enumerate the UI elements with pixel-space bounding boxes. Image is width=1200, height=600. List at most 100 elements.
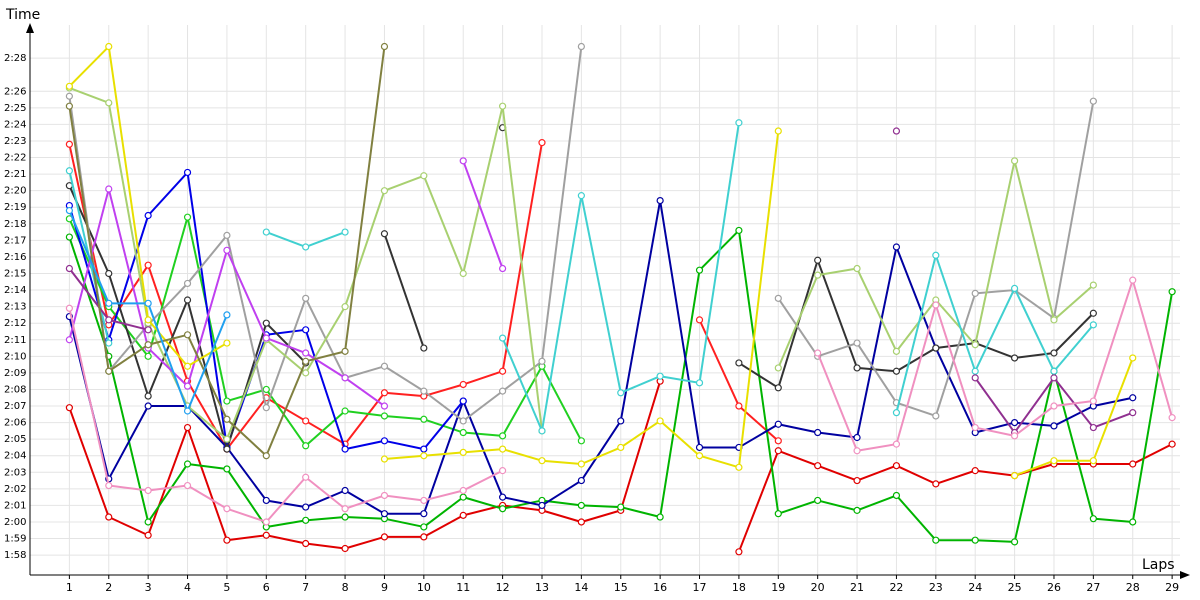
- point: [105, 269, 113, 278]
- y-tick-label: 2:24: [4, 119, 26, 130]
- point: [814, 271, 822, 279]
- point: [538, 501, 546, 510]
- point: [341, 505, 349, 513]
- point: [65, 167, 73, 175]
- point: [1129, 409, 1137, 417]
- point: [105, 513, 113, 521]
- y-tick-label: 2:21: [4, 169, 26, 180]
- point: [341, 407, 349, 415]
- x-tick-label: 25: [1008, 581, 1022, 594]
- point: [735, 359, 743, 367]
- point: [1129, 354, 1137, 362]
- point: [144, 486, 152, 495]
- point: [341, 374, 349, 382]
- point: [656, 513, 664, 521]
- y-tick-label: 2:19: [4, 202, 26, 213]
- point: [853, 447, 861, 455]
- point: [971, 341, 979, 349]
- point: [302, 539, 310, 548]
- x-tick-label: 2: [105, 581, 112, 594]
- y-axis-arrow: [26, 23, 34, 33]
- point: [302, 442, 310, 450]
- point: [932, 480, 940, 488]
- y-tick-label: 2:15: [4, 268, 26, 279]
- point: [1010, 418, 1019, 427]
- point: [223, 231, 231, 239]
- point: [341, 303, 349, 311]
- point: [459, 417, 467, 425]
- x-tick-label: 21: [850, 581, 864, 594]
- point: [853, 506, 861, 514]
- y-axis-title: Time: [5, 7, 40, 23]
- point: [420, 387, 428, 395]
- point: [144, 392, 152, 400]
- point: [499, 445, 507, 453]
- point: [302, 349, 310, 357]
- point: [341, 544, 349, 553]
- point: [223, 415, 231, 423]
- point: [302, 243, 310, 251]
- point: [1010, 538, 1019, 546]
- point: [892, 367, 901, 375]
- point: [105, 185, 113, 193]
- point: [144, 299, 152, 307]
- point: [656, 372, 664, 380]
- point: [695, 379, 704, 387]
- point: [892, 462, 901, 470]
- point: [774, 420, 782, 428]
- x-tick-label: 23: [929, 581, 943, 594]
- point: [617, 443, 625, 452]
- point: [892, 347, 901, 355]
- point: [459, 511, 467, 519]
- point: [302, 503, 310, 511]
- x-tick-label: 14: [574, 581, 588, 594]
- point: [183, 331, 192, 339]
- point: [341, 486, 349, 495]
- x-tick-label: 29: [1165, 581, 1179, 594]
- y-tick-label: 2:03: [4, 467, 26, 478]
- point: [105, 99, 113, 107]
- y-tick-label: 2:22: [4, 153, 26, 164]
- point: [183, 362, 192, 370]
- point: [223, 536, 231, 544]
- point: [380, 455, 389, 463]
- y-tick-label: 2:08: [4, 384, 26, 395]
- point: [420, 344, 428, 352]
- point: [380, 533, 389, 541]
- point: [302, 473, 310, 481]
- point: [459, 448, 467, 457]
- point: [538, 357, 546, 365]
- point: [774, 447, 782, 455]
- point: [380, 491, 389, 500]
- point: [223, 246, 231, 254]
- x-axis-title: Laps: [1142, 557, 1175, 573]
- point: [538, 139, 546, 147]
- y-tick-label: 2:18: [4, 219, 26, 230]
- point: [144, 316, 152, 324]
- point: [577, 437, 585, 445]
- point: [932, 536, 940, 544]
- point: [1010, 157, 1019, 165]
- point: [814, 349, 822, 357]
- point: [774, 437, 782, 445]
- point: [459, 428, 467, 437]
- point: [656, 417, 664, 425]
- point: [932, 412, 940, 420]
- point: [105, 299, 113, 307]
- point: [380, 412, 389, 420]
- y-tick-label: 2:26: [4, 86, 26, 97]
- point: [459, 486, 467, 495]
- y-tick-label: 2:00: [4, 517, 26, 528]
- point: [420, 452, 428, 460]
- x-tick-label: 18: [732, 581, 746, 594]
- point: [735, 463, 743, 471]
- point: [853, 339, 861, 347]
- point: [105, 481, 113, 490]
- y-tick-label: 2:13: [4, 302, 26, 313]
- point: [695, 316, 704, 324]
- point: [1010, 472, 1019, 480]
- point: [65, 92, 73, 100]
- series-line: [68, 199, 1133, 515]
- point: [341, 347, 349, 355]
- point: [577, 460, 585, 468]
